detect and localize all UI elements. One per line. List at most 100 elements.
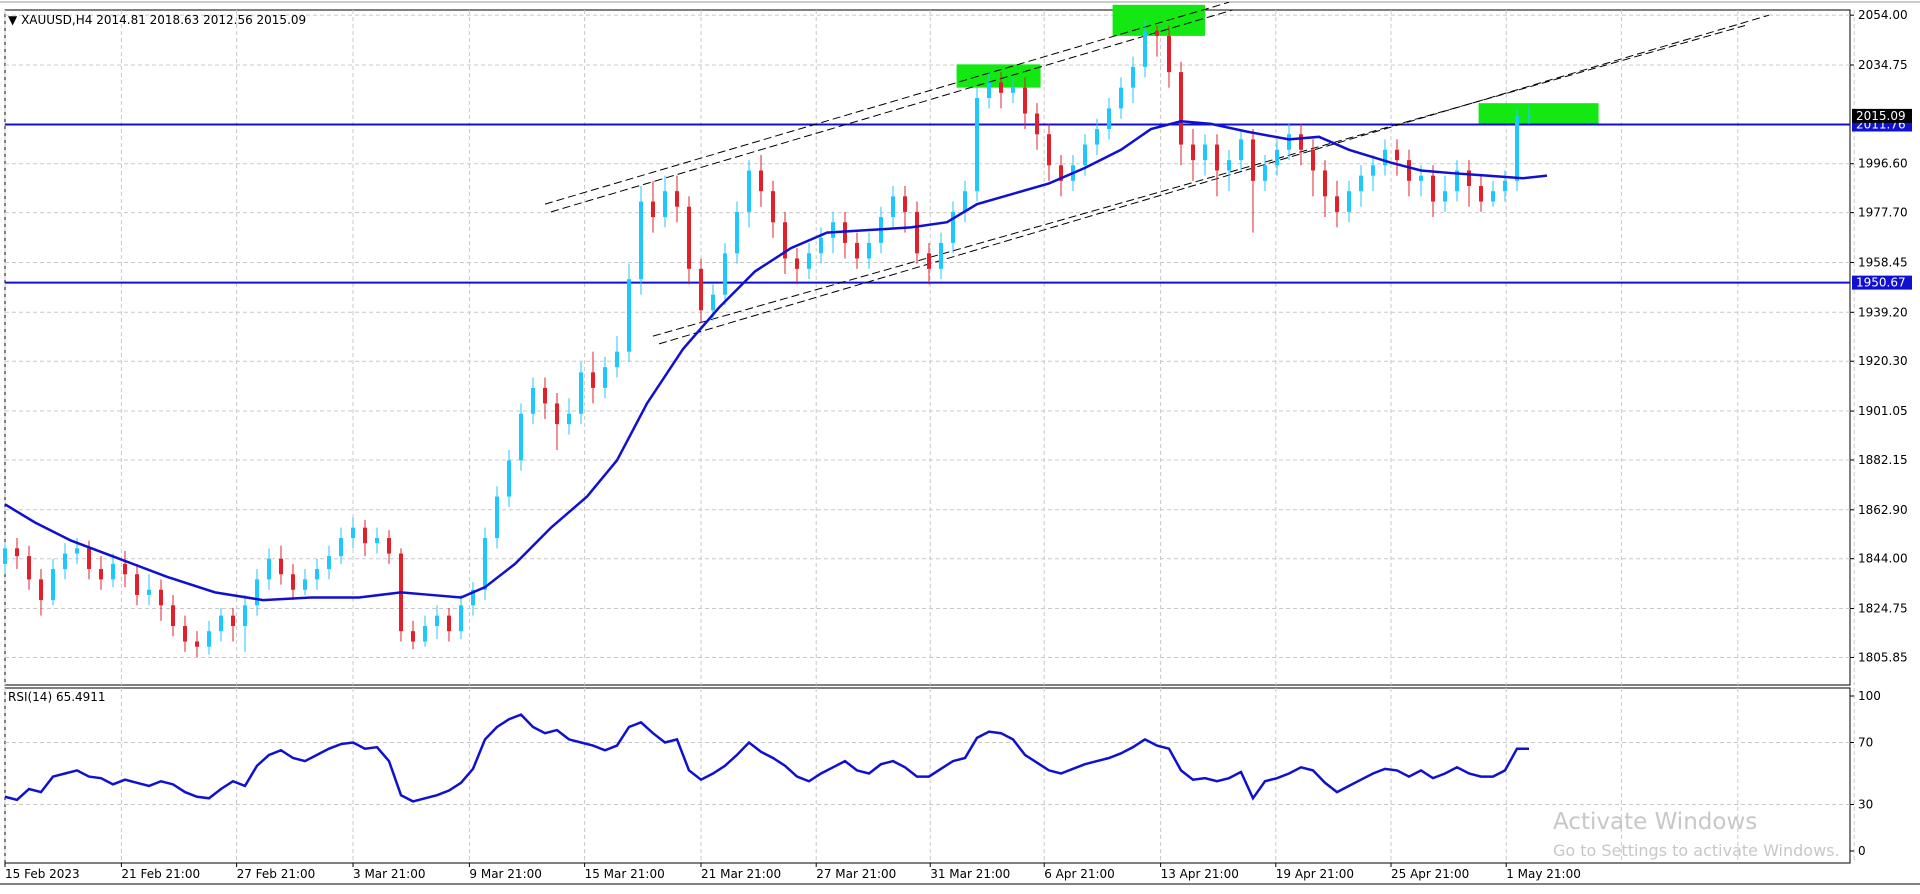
candlesticks xyxy=(3,20,1531,658)
price-tick-label: 1996.60 xyxy=(1858,157,1908,171)
candle-body xyxy=(339,538,343,557)
candle-body xyxy=(1491,191,1495,202)
candle-body xyxy=(1191,144,1195,161)
activate-windows-watermark: Activate Windows Go to Settings to activ… xyxy=(1553,808,1840,862)
candle-body xyxy=(1095,129,1099,145)
candle-body xyxy=(1431,175,1435,202)
candle-body xyxy=(735,211,739,254)
candle-body xyxy=(855,242,859,259)
candle-body xyxy=(1227,160,1231,171)
candle-body xyxy=(327,556,331,570)
candle-body xyxy=(639,201,643,280)
rsi-grid xyxy=(4,688,1855,863)
channel-line xyxy=(658,14,1770,345)
candle-body xyxy=(687,206,691,269)
candle-body xyxy=(195,641,199,647)
candle-body xyxy=(1263,165,1267,181)
candle-body xyxy=(1011,87,1015,93)
candle-body xyxy=(927,253,931,269)
price-tick-label: 1920.30 xyxy=(1858,354,1908,368)
candle-body xyxy=(1371,165,1375,176)
rsi-tick-label: 30 xyxy=(1858,798,1873,812)
horizontal-level-label: 1950.67 xyxy=(1856,276,1906,290)
rsi-tick-label: 70 xyxy=(1858,736,1873,750)
candle-body xyxy=(759,170,763,192)
candle-body xyxy=(663,191,667,218)
watermark-title: Activate Windows xyxy=(1553,809,1758,835)
rsi-header: RSI(14) 65.4911 xyxy=(8,690,106,704)
supply-zone xyxy=(956,64,1041,88)
time-tick-label: 15 Feb 2023 xyxy=(5,867,80,881)
channel-line xyxy=(544,1,1230,205)
candle-body xyxy=(567,413,571,425)
candle-body xyxy=(507,460,511,497)
candle-body xyxy=(1215,144,1219,171)
candle-body xyxy=(951,211,955,243)
candle-body xyxy=(495,496,499,538)
current-price-tag xyxy=(1852,108,1912,123)
candle-body xyxy=(1035,113,1039,135)
price-tick-label: 2034.75 xyxy=(1858,58,1908,72)
candle-body xyxy=(423,626,427,642)
channel-line xyxy=(550,9,1233,213)
time-tick-label: 25 Apr 21:00 xyxy=(1391,867,1469,881)
candle-body xyxy=(903,196,907,212)
price-tick-label: 1977.70 xyxy=(1858,206,1908,220)
candle-body xyxy=(387,538,391,554)
candle-body xyxy=(315,569,319,580)
candle-body xyxy=(1179,72,1183,145)
supply-zones xyxy=(956,4,1599,124)
candle-body xyxy=(351,527,355,538)
candle-body xyxy=(1119,87,1123,109)
candle-body xyxy=(771,191,775,223)
time-tick-label: 9 Mar 21:00 xyxy=(469,867,542,881)
candle-body xyxy=(531,387,535,414)
candle-body xyxy=(975,98,979,192)
candle-body xyxy=(207,631,211,647)
candle-body xyxy=(15,548,19,557)
candle-body xyxy=(1143,30,1147,67)
candle-body xyxy=(219,615,223,632)
candle-body xyxy=(1347,191,1351,212)
rsi-polyline xyxy=(4,713,1529,803)
candle-body xyxy=(1383,149,1387,166)
candle-body xyxy=(819,237,823,254)
time-tick-label: 6 Apr 21:00 xyxy=(1044,867,1115,881)
candle-body xyxy=(39,579,43,601)
candle-body xyxy=(1107,108,1111,130)
candle-body xyxy=(435,615,439,626)
candle-body xyxy=(483,538,487,590)
candle-body xyxy=(1239,139,1243,161)
candle-body xyxy=(63,553,67,570)
candle-body xyxy=(1023,87,1027,114)
candle-body xyxy=(3,548,7,564)
candle-body xyxy=(1251,139,1255,181)
candle-body xyxy=(1203,144,1207,161)
time-tick-label: 13 Apr 21:00 xyxy=(1161,867,1239,881)
price-tick-label: 1844.00 xyxy=(1858,552,1908,566)
price-grid xyxy=(4,10,1855,685)
candle-body xyxy=(867,242,871,259)
current-price-label: 2015.09 xyxy=(1856,109,1906,123)
price-tick-label: 1882.15 xyxy=(1858,453,1908,467)
candle-body xyxy=(363,527,367,544)
candle-body xyxy=(111,563,115,580)
candle-body xyxy=(723,253,727,295)
candle-body xyxy=(1407,160,1411,181)
candle-body xyxy=(1527,116,1531,118)
candle-body xyxy=(1323,170,1327,197)
candle-body xyxy=(555,403,559,425)
time-tick-label: 31 Mar 21:00 xyxy=(930,867,1010,881)
candle-body xyxy=(27,556,31,580)
time-tick-label: 1 May 21:00 xyxy=(1506,867,1581,881)
collapse-arrow-icon[interactable]: ▼ xyxy=(8,13,18,27)
candle-body xyxy=(579,372,583,414)
candle-body xyxy=(987,82,991,98)
candle-body xyxy=(1395,149,1399,161)
candle-body xyxy=(1443,191,1447,202)
time-tick-label: 27 Mar 21:00 xyxy=(816,867,896,881)
candle-body xyxy=(963,191,967,212)
price-tick-label: 1958.45 xyxy=(1858,255,1908,269)
candle-body xyxy=(87,548,91,570)
